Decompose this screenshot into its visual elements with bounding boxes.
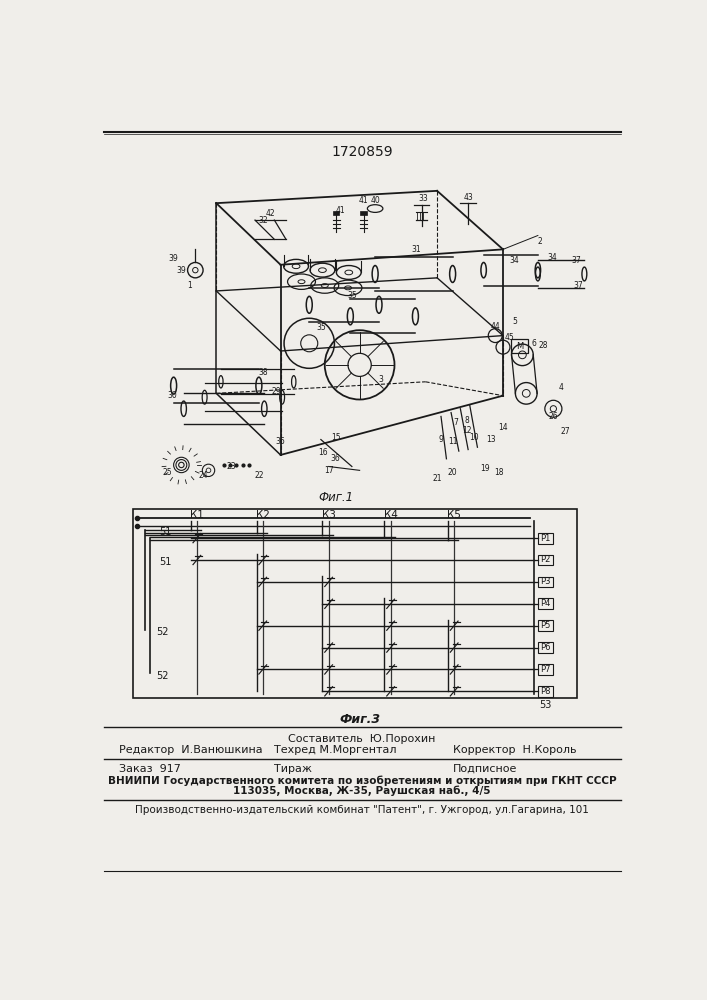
Text: 43: 43 [463, 192, 473, 202]
Text: 40: 40 [370, 196, 380, 205]
Text: 53: 53 [539, 700, 551, 710]
Text: 12: 12 [462, 426, 472, 435]
Text: 23: 23 [227, 462, 237, 471]
Bar [361, 211, 367, 215]
Bar [333, 211, 339, 215]
Text: 24: 24 [198, 471, 208, 480]
Text: Р7: Р7 [540, 665, 551, 674]
Text: 32: 32 [258, 216, 267, 225]
Text: 1720859: 1720859 [332, 145, 394, 159]
Text: 4: 4 [559, 383, 563, 392]
Text: 14: 14 [498, 424, 508, 432]
Text: 52: 52 [156, 671, 169, 681]
Text: 38: 38 [258, 368, 267, 377]
Text: 26: 26 [549, 412, 559, 421]
Bar [538, 533, 554, 544]
Text: 27: 27 [560, 427, 570, 436]
Text: 37: 37 [573, 281, 583, 290]
Text: 28: 28 [539, 341, 548, 350]
Bar [538, 620, 554, 631]
Bar [538, 576, 554, 587]
Text: 3: 3 [379, 375, 384, 384]
Text: 36: 36 [330, 454, 339, 463]
Text: 33: 33 [419, 194, 428, 203]
Text: Техред М.Моргентал: Техред М.Моргентал [274, 745, 397, 755]
Text: 34: 34 [547, 253, 556, 262]
Text: Заказ  917: Заказ 917 [119, 764, 181, 774]
Bar [510, 339, 528, 353]
Text: 36: 36 [276, 437, 286, 446]
Text: Р3: Р3 [540, 577, 551, 586]
Text: 18: 18 [494, 468, 504, 477]
Text: 16: 16 [318, 448, 328, 457]
Text: 34: 34 [510, 256, 520, 265]
Bar [538, 555, 554, 565]
Text: 11: 11 [448, 437, 457, 446]
Text: 15: 15 [332, 433, 341, 442]
Text: 5: 5 [512, 317, 517, 326]
Bar [134, 509, 577, 698]
Text: 13: 13 [486, 435, 496, 444]
Text: 37: 37 [572, 256, 581, 265]
Text: 8: 8 [464, 416, 469, 425]
Text: Р4: Р4 [540, 599, 551, 608]
Text: 30: 30 [167, 391, 177, 400]
Text: 45: 45 [505, 333, 515, 342]
Text: 35: 35 [316, 323, 326, 332]
Text: Р2: Р2 [540, 556, 551, 564]
Text: 10: 10 [469, 433, 479, 442]
Text: Производственно-издательский комбинат "Патент", г. Ужгород, ул.Гагарина, 101: Производственно-издательский комбинат "П… [135, 805, 589, 815]
Text: 35: 35 [347, 291, 357, 300]
Text: Редактор  И.Ванюшкина: Редактор И.Ванюшкина [119, 745, 263, 755]
Text: К1: К1 [190, 510, 204, 520]
Text: 42: 42 [266, 209, 275, 218]
Bar [538, 664, 554, 675]
Text: Фиг.3: Фиг.3 [339, 713, 380, 726]
Text: 51: 51 [160, 527, 172, 537]
Text: 19: 19 [480, 464, 490, 473]
Text: 17: 17 [324, 466, 334, 475]
Text: 9: 9 [438, 435, 443, 444]
Text: Корректор  Н.Король: Корректор Н.Король [452, 745, 576, 755]
Text: 39: 39 [169, 254, 178, 263]
Text: К5: К5 [448, 510, 461, 520]
Text: 22: 22 [254, 471, 264, 480]
Bar [538, 686, 554, 697]
Text: К3: К3 [322, 510, 336, 520]
Text: Р6: Р6 [540, 643, 551, 652]
Text: ВНИИПИ Государственного комитета по изобретениям и открытиям при ГКНТ СССР: ВНИИПИ Государственного комитета по изоб… [107, 775, 617, 786]
Text: 113035, Москва, Ж-35, Раушская наб., 4/5: 113035, Москва, Ж-35, Раушская наб., 4/5 [233, 785, 491, 796]
Text: Р5: Р5 [540, 621, 551, 630]
Text: 41: 41 [358, 196, 368, 205]
Text: 1: 1 [187, 281, 192, 290]
Text: К4: К4 [384, 510, 397, 520]
Text: Р1: Р1 [540, 534, 551, 543]
Text: Составитель  Ю.Порохин: Составитель Ю.Порохин [288, 734, 436, 744]
Text: 29: 29 [271, 387, 281, 396]
Text: Фиг.1: Фиг.1 [319, 491, 354, 504]
Text: 6: 6 [532, 339, 537, 348]
Text: Тираж: Тираж [274, 764, 312, 774]
Text: 25: 25 [163, 468, 173, 477]
Text: M: M [515, 342, 523, 351]
Text: 2: 2 [537, 237, 542, 246]
Text: 31: 31 [411, 245, 421, 254]
Text: 51: 51 [160, 557, 172, 567]
Text: 21: 21 [433, 474, 442, 483]
Text: 20: 20 [448, 468, 457, 477]
Text: 44: 44 [491, 322, 500, 331]
Text: 7: 7 [453, 418, 458, 427]
Text: 39: 39 [177, 266, 186, 275]
Text: К2: К2 [256, 510, 269, 520]
Text: 52: 52 [156, 627, 169, 637]
Bar [538, 642, 554, 653]
Text: Р8: Р8 [540, 687, 551, 696]
Text: Подписное: Подписное [452, 764, 517, 774]
Text: 41: 41 [335, 206, 345, 215]
Bar [538, 598, 554, 609]
